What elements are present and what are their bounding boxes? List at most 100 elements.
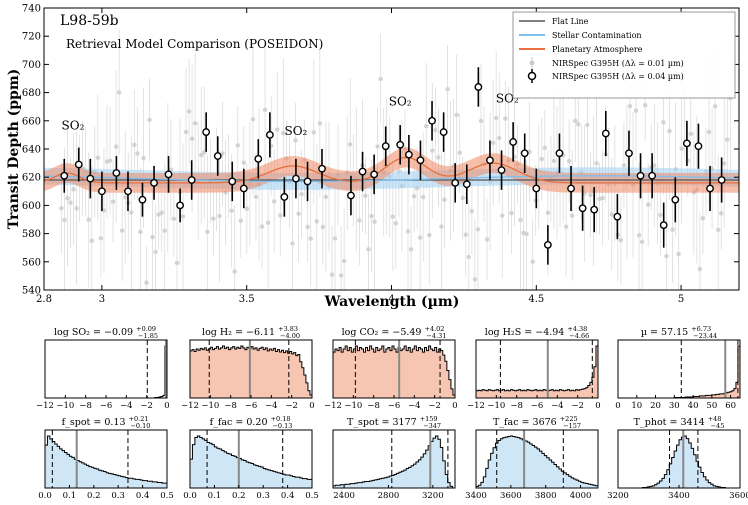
fine-point (275, 127, 280, 132)
binned-point (187, 176, 196, 184)
fine-point (417, 235, 423, 240)
fine-point (393, 220, 399, 226)
fine-point (296, 211, 301, 216)
posterior-panel: 0.0 0.1 0.2 0.3 0.4 0.5 f_spot = 0.13 +0.21 −0.… (38, 415, 174, 501)
fine-point (192, 121, 198, 126)
fine-point (147, 117, 152, 123)
posterior-tick-label: 3600 (500, 491, 522, 501)
fine-point (484, 237, 490, 242)
posterior-histogram (44, 435, 168, 489)
y-axis-label: Transit Depth (ppm) (6, 69, 22, 230)
binned-point (474, 83, 483, 91)
posterior-histogram (332, 345, 456, 399)
fine-point (454, 112, 459, 118)
binned-point (659, 221, 668, 230)
posterior-title: log SO₂ = −0.09 +0.09 −1.85 (54, 325, 158, 340)
fine-point (688, 131, 693, 136)
fine-point (168, 167, 174, 172)
binned-point (706, 184, 714, 193)
posterior-tick-label: 3400 (668, 491, 690, 501)
posterior-tick-label: 0 (615, 401, 620, 411)
fine-point (676, 251, 681, 257)
fine-point (679, 146, 684, 151)
posterior-histogram (618, 345, 741, 399)
fine-point (338, 273, 344, 278)
fine-point (715, 227, 721, 233)
fine-point (138, 229, 143, 235)
fine-point (186, 109, 192, 114)
y-tick-label: 540 (22, 286, 41, 297)
binned-point (74, 160, 83, 169)
posterior-tick-label: 2400 (333, 491, 355, 501)
posterior-title: T_fac = 3676 +225 −157 (493, 415, 581, 430)
fine-point (107, 158, 113, 163)
fine-point (241, 160, 247, 165)
posterior-panel: 0.0 0.1 0.2 0.3 0.4 0.5 f_fac = 0.20 +0.18 −0.1… (183, 415, 319, 501)
binned-point (396, 140, 405, 149)
binned-point (202, 128, 211, 136)
posterior-tick-label: −12 (467, 401, 485, 411)
fine-point (262, 107, 268, 113)
binned-point (636, 171, 645, 180)
posterior-tick-label: 0.2 (87, 491, 101, 501)
fine-point (509, 210, 514, 216)
fine-point (180, 214, 186, 219)
binned-point (150, 178, 158, 187)
binned-point (98, 187, 106, 196)
fine-point (317, 121, 323, 126)
posterior-tick-label: −4 (551, 401, 564, 411)
legend-label-planet: Planetary Atmosphere (552, 45, 643, 54)
posterior-panel: 2400 2800 3200 T_spot = 3177 +159 −347 (332, 415, 456, 501)
posterior-frame (189, 429, 313, 489)
fine-point (305, 224, 310, 230)
binned-point (439, 128, 448, 136)
posterior-tick-label: 0.2 (232, 491, 246, 501)
posterior-panel: 3200 3400 3600 T_phot = 3414 +48−45 (607, 415, 748, 501)
fine-point (439, 224, 444, 229)
fine-point (110, 199, 116, 204)
posterior-tick-label: 3200 (422, 491, 444, 501)
binned-point (239, 184, 248, 193)
fine-point (141, 155, 146, 161)
y-tick-label: 720 (22, 32, 41, 43)
posterior-panel: 3400 3600 3800 4000 T_fac = 3676 +225 −157 (465, 415, 599, 501)
binned-point (451, 178, 460, 187)
fine-point (341, 258, 347, 264)
posterior-histogram (332, 435, 455, 489)
fine-point (348, 142, 353, 147)
fine-point (98, 236, 104, 241)
so2-label: SO₂ (62, 118, 85, 132)
posterior-panel: −12 −10 −8 −6 −4 −2 0 log CO₂ = −5.49 +4.02 −4.3… (324, 325, 458, 411)
posterior-tick-label: 0.3 (111, 491, 125, 501)
posterior-frame (44, 429, 168, 489)
x-axis-label: Wavelength (µm) (324, 294, 460, 310)
fine-point (314, 219, 319, 224)
fine-point (503, 116, 508, 121)
binned-point (60, 171, 69, 180)
fine-point (518, 217, 523, 223)
legend-label-binned: NIRSpec G395H (Δλ = 0.04 µm) (552, 72, 684, 81)
fine-point (62, 217, 67, 223)
posterior-tick-label: −12 (324, 401, 342, 411)
posterior-tick-label: −8 (79, 401, 92, 411)
binned-point (358, 167, 367, 176)
fine-point (189, 136, 195, 141)
binned-point (497, 166, 506, 175)
binned-point (176, 201, 185, 210)
posterior-histogram (189, 435, 313, 489)
binned-point (555, 149, 564, 158)
posterior-tick-label: 0.5 (305, 491, 319, 501)
y-tick-label: 680 (22, 88, 41, 99)
posterior-tick-label: 40 (688, 401, 699, 411)
posterior-tick-label: 20 (650, 401, 661, 411)
fine-point (171, 216, 177, 222)
fine-point (162, 228, 167, 233)
binned-point (254, 154, 263, 163)
fine-point (265, 220, 271, 226)
posterior-tick-label: 2800 (378, 491, 400, 501)
posterior-tick-label: 0.3 (256, 491, 270, 501)
posterior-tick-label: 4000 (570, 491, 592, 501)
fine-point (594, 160, 599, 166)
x-tick-label: 4.5 (528, 294, 544, 305)
